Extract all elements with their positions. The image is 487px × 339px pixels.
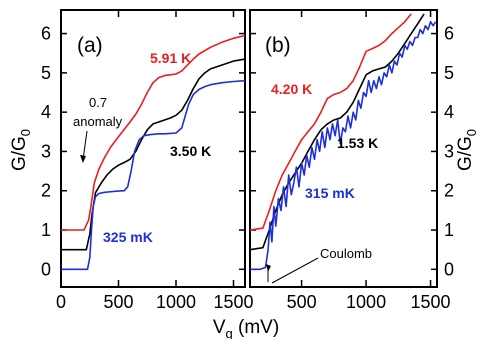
x-tick-label: 1500 — [213, 292, 253, 312]
x-tick-label: 500 — [103, 292, 133, 312]
label-5-91k: 5.91 K — [150, 50, 191, 66]
panel-a: 0 1 2 3 4 5 6 0 500 1000 1500 (a) 5.91 K 3.50 K 32… — [9, 9, 254, 312]
series-line-325-mk — [61, 79, 246, 271]
panel-b-label: (b) — [265, 34, 291, 57]
panel-b-frame — [249, 9, 438, 288]
panel-b-series — [249, 13, 437, 271]
anomaly-label-top: 0.7 — [89, 95, 107, 110]
anomaly-arrow — [82, 130, 88, 161]
panel-a-label: (a) — [77, 34, 103, 57]
label-1-53k: 1.53 K — [337, 135, 378, 151]
y-tick-label: 2 — [41, 181, 51, 201]
series-line-3-50-k — [61, 58, 246, 251]
y-tick-label: 2 — [444, 181, 454, 201]
y-tick-label: 0 — [41, 259, 51, 279]
y-tick-label: 5 — [444, 63, 454, 83]
y-axis-title-left: G/G0 — [9, 129, 33, 171]
x-tick-label: 0 — [56, 292, 66, 312]
y-tick-label: 0 — [444, 259, 454, 279]
x-axis-title: Vg (mV) — [213, 317, 279, 339]
panel-a-series — [61, 34, 246, 271]
y-tick-label: 3 — [444, 141, 454, 161]
label-315mk: 315 mK — [305, 185, 355, 201]
coulomb-label: Coulomb — [320, 246, 372, 261]
label-4-20k: 4.20 K — [271, 81, 312, 97]
anomaly-arrowhead — [80, 155, 86, 163]
label-325mk: 325 mK — [103, 229, 153, 245]
series-line-315-mk — [250, 21, 437, 271]
panel-a-ticks: 0 1 2 3 4 5 6 0 500 1000 1500 — [41, 10, 254, 312]
y-tick-label: 1 — [41, 220, 51, 240]
panel-b: 0 1 2 3 4 5 6 500 1000 1500 (b) 4.20 K 1.53 K 315… — [249, 9, 479, 312]
label-3-50k: 3.50 K — [170, 143, 211, 159]
x-tick-label: 1000 — [346, 292, 386, 312]
y-tick-label: 6 — [41, 24, 51, 44]
y-tick-label: 4 — [41, 102, 51, 122]
series-line-5-91-k — [61, 34, 246, 231]
panel-a-frame — [60, 9, 246, 288]
coulomb-arrow — [271, 257, 319, 284]
x-tick-label: 1500 — [411, 292, 451, 312]
y-tick-label: 1 — [444, 220, 454, 240]
y-tick-label: 5 — [41, 63, 51, 83]
x-tick-label: 500 — [287, 292, 317, 312]
y-tick-label: 4 — [444, 102, 454, 122]
x-tick-label: 1000 — [156, 292, 196, 312]
y-axis-title-right: G/G0 — [455, 129, 479, 171]
anomaly-label-bottom: anomaly — [73, 114, 123, 129]
series-line-4-20-k — [249, 13, 412, 231]
y-tick-label: 6 — [444, 24, 454, 44]
y-tick-label: 3 — [41, 141, 51, 161]
panel-b-ticks: 0 1 2 3 4 5 6 500 1000 1500 — [250, 10, 454, 312]
